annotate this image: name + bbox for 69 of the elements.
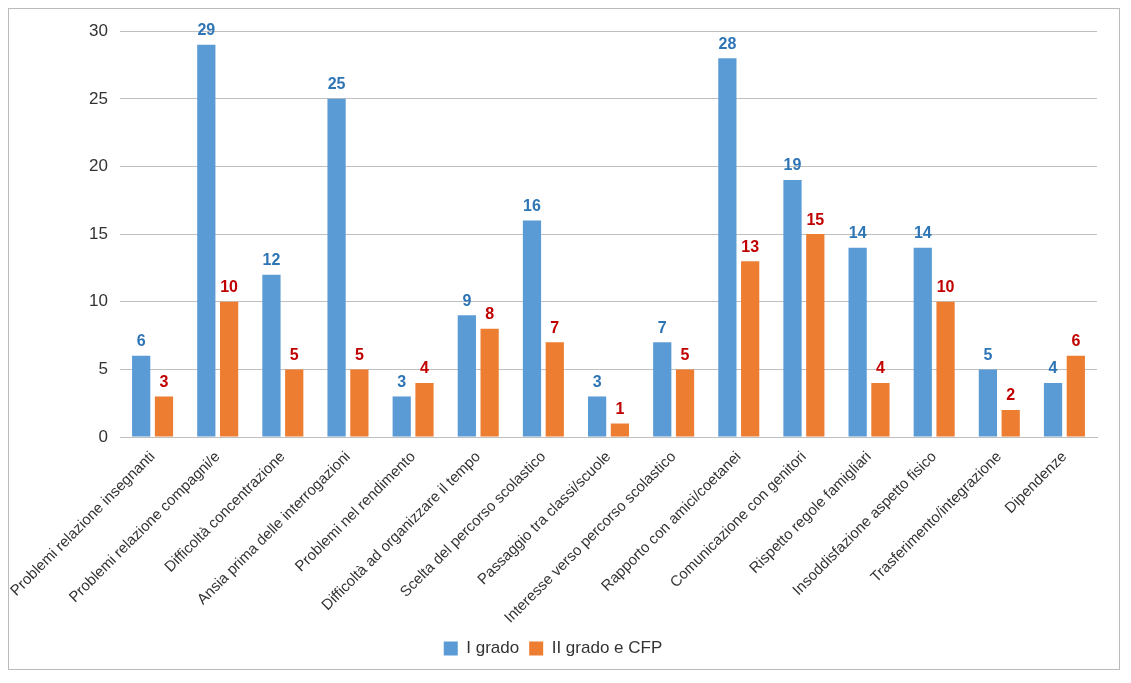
data-label: 4 bbox=[420, 359, 430, 377]
data-label: 14 bbox=[848, 224, 867, 242]
data-label: 7 bbox=[550, 318, 560, 336]
bar bbox=[457, 315, 476, 437]
y-tick-label: 20 bbox=[89, 156, 109, 176]
y-tick-label: 10 bbox=[89, 291, 109, 311]
data-label: 3 bbox=[397, 372, 407, 390]
y-tick-label: 30 bbox=[89, 20, 109, 40]
data-label: 4 bbox=[875, 359, 885, 377]
data-label: 6 bbox=[136, 332, 146, 350]
data-label: 1 bbox=[615, 399, 625, 417]
data-label: 5 bbox=[354, 345, 364, 363]
data-label: 28 bbox=[718, 34, 737, 52]
data-label: 10 bbox=[936, 278, 955, 296]
bar bbox=[675, 369, 695, 437]
data-label: 9 bbox=[462, 291, 472, 309]
bar bbox=[415, 382, 434, 437]
y-tick-label: 25 bbox=[89, 88, 109, 108]
legend-label: II grado e CFP bbox=[551, 638, 663, 658]
bar bbox=[285, 369, 304, 437]
data-label: 5 bbox=[680, 345, 690, 363]
bar bbox=[783, 180, 802, 437]
data-label: 12 bbox=[262, 251, 281, 269]
data-label: 15 bbox=[806, 210, 825, 228]
data-label: 19 bbox=[783, 156, 802, 174]
bar bbox=[154, 396, 174, 437]
bar bbox=[1001, 409, 1020, 437]
data-label: 7 bbox=[657, 318, 667, 336]
bar bbox=[653, 342, 672, 437]
data-label: 6 bbox=[1071, 332, 1081, 350]
bar bbox=[262, 274, 281, 437]
bar bbox=[718, 58, 737, 437]
bar bbox=[1043, 382, 1063, 437]
data-label: 3 bbox=[592, 372, 602, 390]
bar bbox=[848, 247, 867, 437]
data-label: 13 bbox=[741, 237, 760, 255]
data-label: 2 bbox=[1006, 386, 1016, 404]
data-label: 14 bbox=[913, 224, 932, 242]
bar bbox=[327, 98, 346, 437]
data-label: 5 bbox=[289, 345, 299, 363]
bar bbox=[936, 301, 955, 437]
y-tick-label: 15 bbox=[89, 223, 109, 243]
legend-label: I grado bbox=[466, 638, 520, 658]
bar bbox=[219, 301, 239, 437]
bar bbox=[350, 369, 369, 437]
data-label: 4 bbox=[1048, 359, 1058, 377]
bar bbox=[1066, 355, 1085, 437]
bar bbox=[392, 396, 411, 437]
data-label: 8 bbox=[485, 305, 495, 323]
y-tick-label: 5 bbox=[98, 359, 109, 379]
bar bbox=[978, 369, 998, 437]
data-label: 25 bbox=[327, 75, 346, 93]
data-label: 5 bbox=[983, 345, 993, 363]
bar bbox=[741, 261, 760, 437]
bar bbox=[806, 234, 825, 437]
bar bbox=[522, 220, 542, 437]
bar bbox=[480, 328, 499, 437]
data-label: 29 bbox=[197, 21, 216, 39]
bar bbox=[545, 342, 564, 437]
bar bbox=[132, 355, 151, 437]
bar bbox=[871, 382, 890, 437]
data-label: 3 bbox=[159, 372, 169, 390]
bar bbox=[913, 247, 932, 437]
bar bbox=[587, 396, 607, 437]
data-label: 10 bbox=[220, 278, 239, 296]
y-tick-label: 0 bbox=[98, 426, 109, 446]
data-label: 16 bbox=[523, 196, 541, 214]
bar bbox=[197, 44, 216, 437]
bar bbox=[610, 423, 630, 437]
